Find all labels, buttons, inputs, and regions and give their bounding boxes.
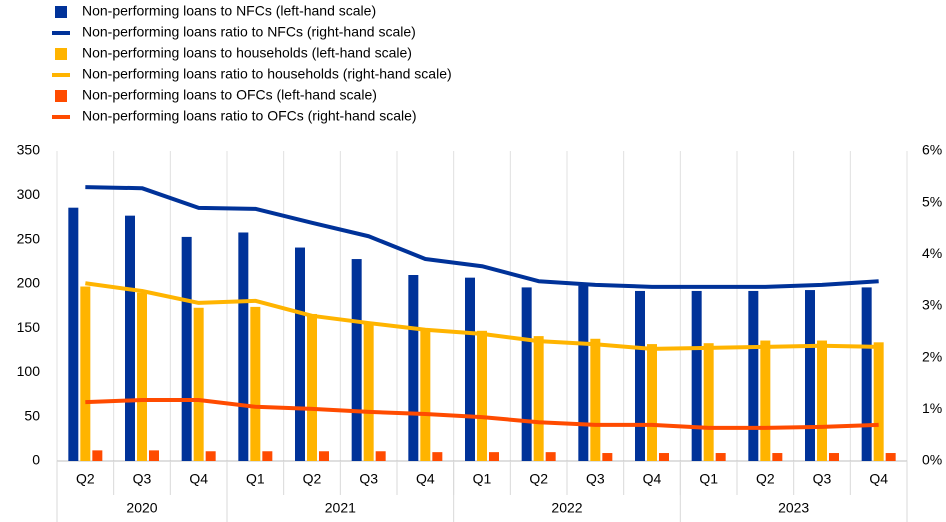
bar [659, 453, 669, 461]
x-group-label: 2022 [551, 500, 582, 516]
y2-tick-label: 2% [922, 348, 942, 364]
bar [715, 453, 726, 461]
y-tick-label: 150 [17, 319, 41, 335]
x-group-label: 2023 [778, 500, 809, 516]
legend-swatch [55, 48, 67, 60]
bar [250, 306, 261, 461]
legend-label: Non-performing loans to households (left… [82, 45, 412, 61]
x-tick-label: Q3 [359, 471, 378, 487]
bar [545, 452, 556, 461]
bar [521, 287, 532, 461]
x-tick-label: Q4 [869, 471, 888, 487]
x-tick-label: Q4 [416, 471, 435, 487]
bar [602, 453, 613, 461]
bar [805, 290, 815, 461]
x-tick-label: Q4 [189, 471, 208, 487]
bar [80, 286, 91, 461]
x-tick-label: Q2 [529, 471, 548, 487]
legend-label: Non-performing loans ratio to households… [82, 66, 452, 82]
x-tick-label: Q1 [473, 471, 492, 487]
bar [703, 343, 714, 461]
bar [647, 344, 657, 461]
legend-label: Non-performing loans ratio to OFCs (righ… [82, 108, 417, 124]
bar [408, 275, 419, 461]
x-tick-label: Q1 [699, 471, 718, 487]
bar [181, 236, 192, 461]
bar [92, 450, 103, 461]
x-group-label: 2021 [325, 500, 356, 516]
x-group-label: 2020 [126, 500, 157, 516]
legend-label: Non-performing loans to OFCs (left-hand … [82, 87, 377, 103]
y-tick-label: 350 [17, 142, 41, 158]
bar [125, 215, 135, 461]
bar [193, 307, 204, 461]
y-tick-label: 0 [32, 452, 40, 468]
y-tick-label: 300 [17, 186, 41, 202]
bar [477, 330, 487, 461]
bar [635, 290, 645, 461]
bar [861, 287, 872, 461]
x-tick-label: Q2 [303, 471, 322, 487]
bar [319, 451, 329, 461]
bar [351, 259, 362, 461]
line-series [85, 281, 879, 351]
bar [149, 450, 159, 461]
line-series [85, 398, 879, 430]
x-tick-label: Q2 [76, 471, 95, 487]
y2-tick-label: 3% [922, 297, 942, 313]
y-tick-label: 200 [17, 275, 41, 291]
bar [760, 340, 771, 461]
legend-swatch [55, 90, 67, 102]
bar [375, 451, 386, 461]
bar [262, 451, 273, 461]
bar [238, 232, 249, 461]
x-tick-label: Q3 [586, 471, 605, 487]
bar [691, 290, 702, 461]
bar [533, 336, 544, 461]
bar [590, 338, 601, 461]
bar [873, 342, 884, 461]
bar [420, 329, 431, 461]
y-tick-label: 50 [24, 407, 40, 423]
legend-label: Non-performing loans to NFCs (left-hand … [82, 3, 376, 19]
x-tick-label: Q4 [643, 471, 662, 487]
bar [465, 277, 475, 461]
y2-tick-label: 0% [922, 452, 942, 468]
bar [68, 207, 79, 461]
bar [817, 340, 827, 461]
x-tick-label: Q2 [756, 471, 775, 487]
legend-label: Non-performing loans ratio to NFCs (righ… [82, 24, 416, 40]
x-tick-label: Q3 [813, 471, 832, 487]
y2-tick-label: 6% [922, 142, 942, 158]
bar [307, 313, 317, 461]
x-tick-label: Q1 [246, 471, 265, 487]
bar [578, 285, 589, 461]
bar [137, 292, 147, 461]
bar [363, 321, 374, 461]
bar [885, 453, 896, 461]
bar [748, 290, 759, 461]
bar [829, 453, 839, 461]
bar [205, 451, 216, 461]
bar [295, 247, 305, 461]
y-tick-label: 250 [17, 230, 41, 246]
line-series [85, 185, 879, 289]
bar [772, 453, 783, 461]
y2-tick-label: 1% [922, 400, 942, 416]
bar [489, 452, 499, 461]
y-tick-label: 100 [17, 363, 41, 379]
y2-tick-label: 4% [922, 245, 942, 261]
legend-swatch [55, 6, 67, 18]
bar [432, 452, 443, 461]
x-tick-label: Q3 [133, 471, 152, 487]
y2-tick-label: 5% [922, 193, 942, 209]
